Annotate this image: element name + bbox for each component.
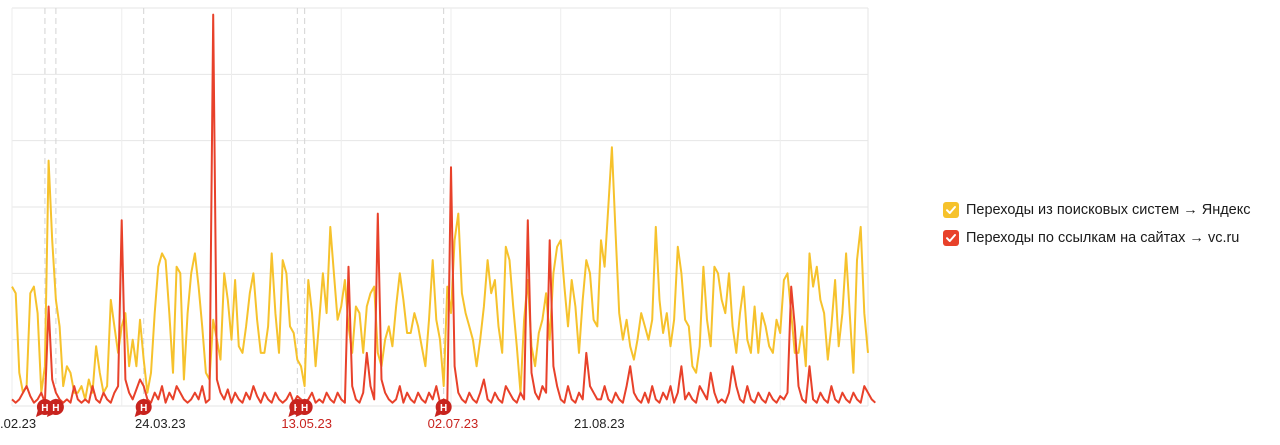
event-marker-tail — [35, 410, 43, 417]
x-tick-label: 21.08.23 — [574, 416, 625, 431]
legend-label-vc: Переходы по ссылкам на сайтах → vc.ru — [966, 230, 1240, 246]
event-marker-glyph: Н — [52, 403, 59, 414]
legend-checkbox-yandex[interactable] — [943, 202, 959, 218]
event-marker-glyph: Н — [440, 403, 447, 414]
legend-checkbox-vc[interactable] — [943, 230, 959, 246]
checkmark-icon — [946, 206, 956, 214]
legend-label-yandex: Переходы из поисковых систем → Яндекс — [966, 202, 1251, 218]
event-marker-tail — [434, 410, 442, 417]
event-marker[interactable]: Н — [295, 399, 313, 417]
chart-area: .02.23 24.03.23 13.05.23 02.07.23 21.08.23 Н Н… — [0, 7, 876, 431]
x-tick-label: 13.05.23 — [281, 416, 332, 431]
x-tick-label: 24.03.23 — [135, 416, 186, 431]
event-marker-circle — [435, 399, 452, 415]
event-marker-circle — [47, 399, 64, 415]
chart-legend: Переходы из поисковых систем → Яндекс Пе… — [943, 196, 1251, 252]
event-marker-circle — [135, 399, 152, 415]
event-marker-glyph: Н — [301, 403, 308, 414]
event-marker[interactable]: Н — [134, 399, 152, 417]
event-marker-glyph: Н — [140, 403, 147, 414]
event-marker-circle — [296, 399, 313, 415]
event-marker-glyph: Н — [41, 403, 48, 414]
legend-item-yandex[interactable]: Переходы из поисковых систем → Яндекс — [943, 196, 1251, 224]
x-tick-label: .02.23 — [0, 416, 36, 431]
x-tick-label: 02.07.23 — [428, 416, 479, 431]
event-marker-tail — [134, 410, 142, 417]
series-line-0 — [11, 146, 869, 401]
event-marker-tail — [288, 410, 296, 417]
event-marker[interactable]: Н — [46, 399, 64, 417]
legend-item-vc[interactable]: Переходы по ссылкам на сайтах → vc.ru — [943, 224, 1251, 252]
event-marker-tail — [295, 410, 303, 417]
event-marker-tail — [46, 410, 54, 417]
checkmark-icon — [946, 234, 956, 242]
line-chart: .02.23 24.03.23 13.05.23 02.07.23 21.08.23Н Н… — [0, 7, 876, 431]
event-marker[interactable]: Н — [434, 399, 452, 417]
